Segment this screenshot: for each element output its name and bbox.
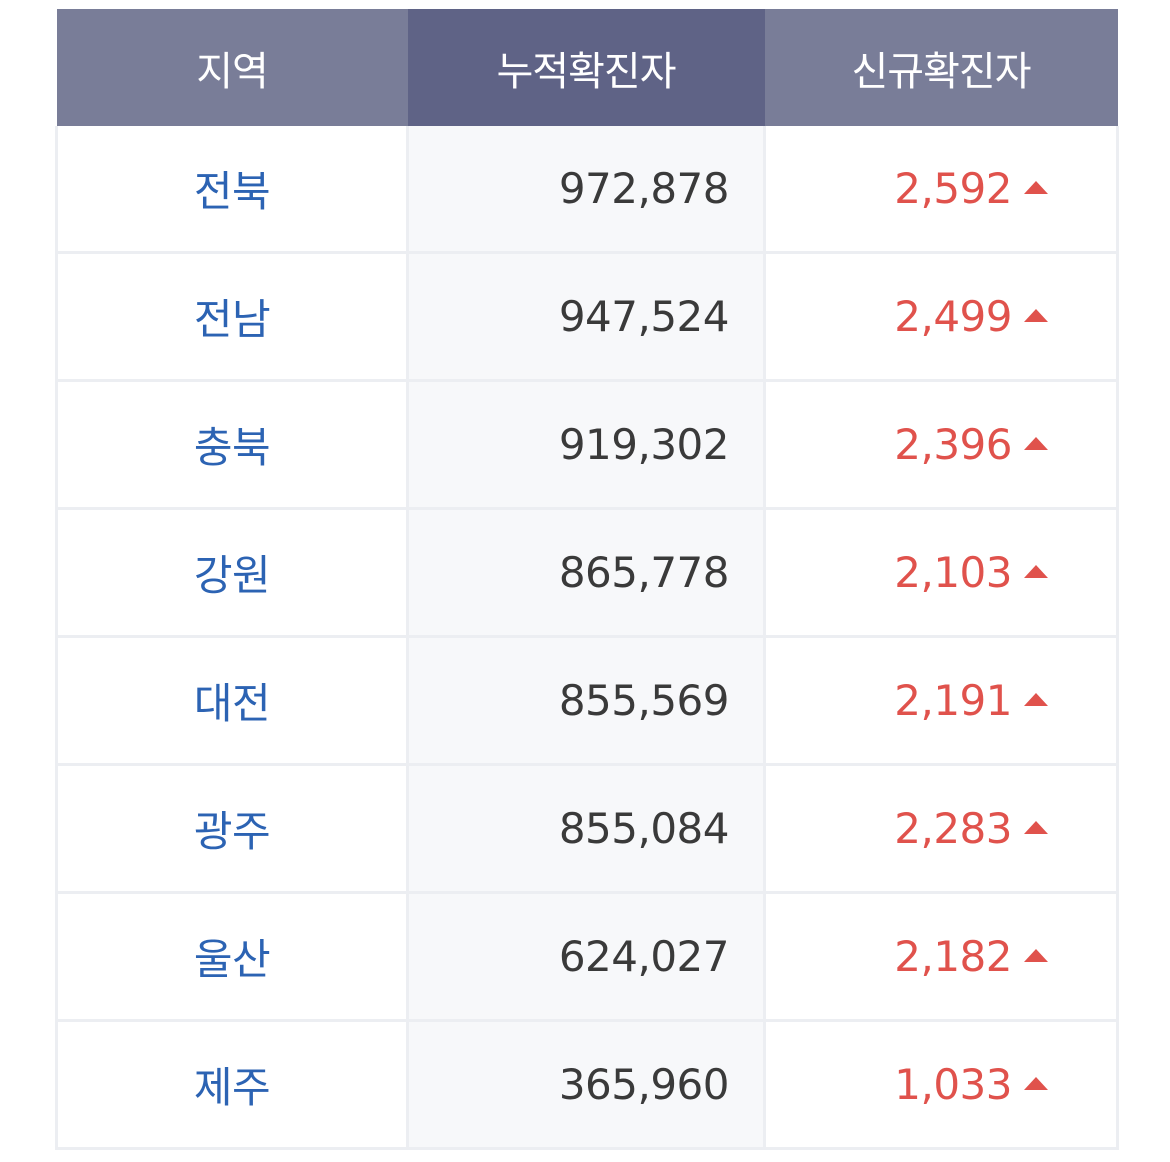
triangle-up-icon [1024,565,1048,578]
new-cases-value: 2,499 [894,292,1012,341]
new-cases-cell: 2,182 [763,891,1119,1022]
region-link[interactable]: 충북 [55,379,409,510]
new-cases-cell: 2,499 [763,251,1119,382]
new-cases-cell: 2,191 [763,635,1119,766]
total-cases-value: 972,878 [406,126,766,254]
new-cases-cell: 2,283 [763,763,1119,894]
new-cases-value: 2,396 [894,420,1012,469]
triangle-up-icon [1024,309,1048,322]
region-link[interactable]: 대전 [55,635,409,766]
table-row: 전남 947,524 2,499 [55,251,1119,382]
region-link[interactable]: 전남 [55,251,409,382]
table-row: 대전 855,569 2,191 [55,635,1119,766]
triangle-up-icon [1024,1077,1048,1090]
triangle-up-icon [1024,821,1048,834]
new-cases-value: 2,182 [894,932,1012,981]
table-row: 강원 865,778 2,103 [55,507,1119,638]
total-cases-value: 865,778 [406,507,766,638]
region-link[interactable]: 광주 [55,763,409,894]
new-cases-cell: 2,103 [763,507,1119,638]
header-row: 지역 누적확진자 신규확진자 [56,9,1118,126]
table-body: 전북 972,878 2,592 전남 947,524 2,499 충북 919… [55,126,1119,1150]
column-header-region[interactable]: 지역 [56,9,408,126]
triangle-up-icon [1024,949,1048,962]
table-header: 지역 누적확진자 신규확진자 [56,9,1118,126]
total-cases-value: 855,569 [406,635,766,766]
new-cases-value: 2,592 [894,164,1012,213]
table-row: 제주 365,960 1,033 [55,1019,1119,1150]
new-cases-value: 2,283 [894,804,1012,853]
total-cases-value: 855,084 [406,763,766,894]
region-link[interactable]: 울산 [55,891,409,1022]
new-cases-cell: 1,033 [763,1019,1119,1150]
new-cases-cell: 2,396 [763,379,1119,510]
table-row: 전북 972,878 2,592 [55,126,1119,254]
new-cases-value: 2,103 [894,548,1012,597]
triangle-up-icon [1024,437,1048,450]
new-cases-cell: 2,592 [763,126,1119,254]
regional-cases-table: 지역 누적확진자 신규확진자 전북 972,878 2,592 전남 947,5… [55,9,1119,1150]
total-cases-value: 365,960 [406,1019,766,1150]
total-cases-value: 947,524 [406,251,766,382]
total-cases-value: 919,302 [406,379,766,510]
table-row: 울산 624,027 2,182 [55,891,1119,1022]
triangle-up-icon [1024,693,1048,706]
region-link[interactable]: 강원 [55,507,409,638]
triangle-up-icon [1024,181,1048,194]
table-row: 광주 855,084 2,283 [55,763,1119,894]
column-header-total-cases[interactable]: 누적확진자 [407,9,765,126]
column-header-new-cases[interactable]: 신규확진자 [764,9,1118,126]
new-cases-value: 1,033 [894,1060,1012,1109]
table-row: 충북 919,302 2,396 [55,379,1119,510]
new-cases-value: 2,191 [894,676,1012,725]
total-cases-value: 624,027 [406,891,766,1022]
region-link[interactable]: 전북 [55,126,409,254]
region-link[interactable]: 제주 [55,1019,409,1150]
